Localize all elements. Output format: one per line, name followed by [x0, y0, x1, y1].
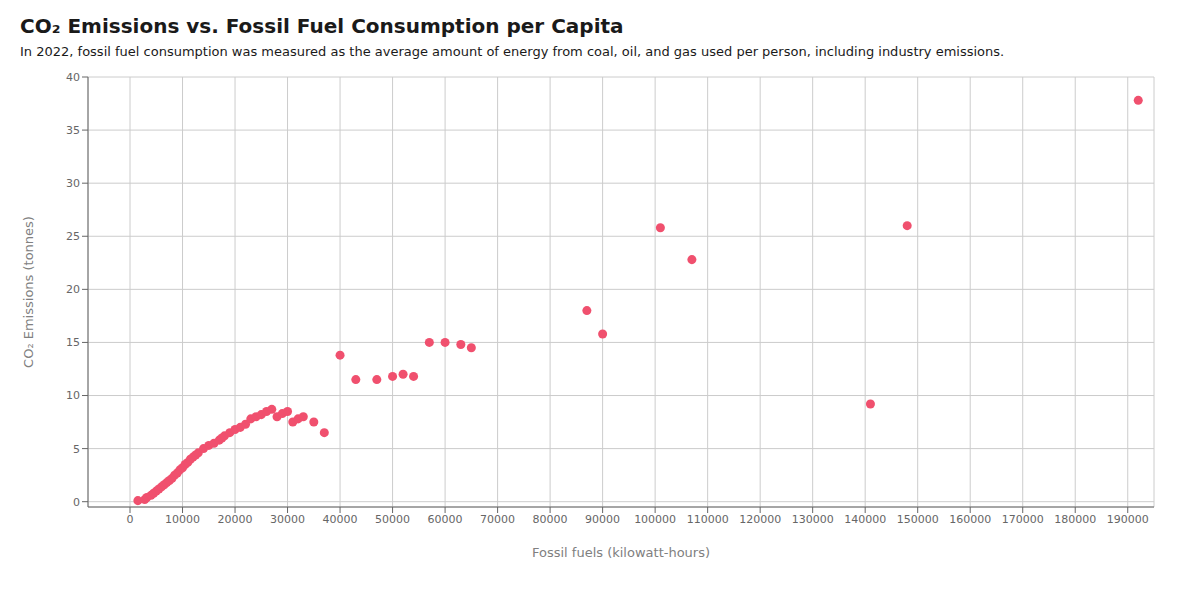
svg-text:40: 40	[66, 71, 80, 84]
svg-text:90000: 90000	[585, 513, 620, 526]
svg-text:0: 0	[73, 496, 80, 509]
svg-text:25: 25	[66, 230, 80, 243]
svg-text:120000: 120000	[739, 513, 781, 526]
svg-text:0: 0	[127, 513, 134, 526]
svg-text:150000: 150000	[897, 513, 939, 526]
svg-text:160000: 160000	[949, 513, 991, 526]
svg-text:15: 15	[66, 336, 80, 349]
svg-text:130000: 130000	[792, 513, 834, 526]
svg-text:30000: 30000	[270, 513, 305, 526]
svg-text:10: 10	[66, 389, 80, 402]
svg-text:110000: 110000	[687, 513, 729, 526]
svg-text:100000: 100000	[634, 513, 676, 526]
svg-text:140000: 140000	[844, 513, 886, 526]
svg-text:Fossil fuels (kilowatt-hours): Fossil fuels (kilowatt-hours)	[532, 545, 710, 560]
svg-text:80000: 80000	[533, 513, 568, 526]
svg-text:190000: 190000	[1107, 513, 1149, 526]
svg-text:35: 35	[66, 124, 80, 137]
svg-text:30: 30	[66, 177, 80, 190]
svg-text:60000: 60000	[428, 513, 463, 526]
svg-text:40000: 40000	[323, 513, 358, 526]
svg-text:5: 5	[73, 443, 80, 456]
html-text:In 2022, fossil fuel consumpti: In 2022, fossil fuel consumption was mea…	[20, 44, 1005, 59]
html-text:CO₂ Emissions vs. Fossil Fuel: CO₂ Emissions vs. Fossil Fuel Consumptio…	[20, 14, 624, 38]
svg-text:50000: 50000	[375, 513, 410, 526]
svg-text:10000: 10000	[165, 513, 200, 526]
svg-text:CO₂ Emissions (tonnes): CO₂ Emissions (tonnes)	[21, 216, 36, 368]
svg-text:20: 20	[66, 283, 80, 296]
svg-text:20000: 20000	[218, 513, 253, 526]
svg-text:170000: 170000	[1002, 513, 1044, 526]
svg-text:180000: 180000	[1054, 513, 1096, 526]
svg-text:70000: 70000	[480, 513, 515, 526]
